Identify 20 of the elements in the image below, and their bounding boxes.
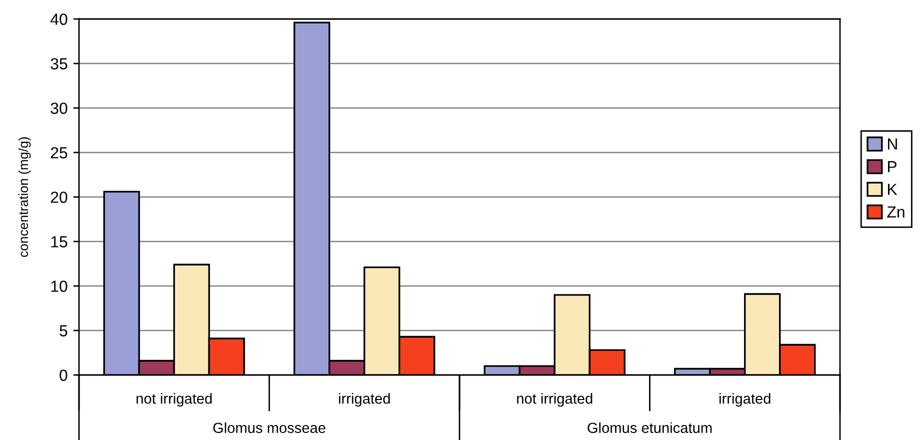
x-tick-label: not irrigated (517, 393, 592, 407)
x-tick-label: irrigated (339, 393, 390, 407)
y-tick-label: 15 (51, 236, 68, 248)
legend-label: K (888, 184, 898, 195)
y-tick-label: 35 (50, 58, 68, 70)
text: Glomus etunicatum (588, 422, 712, 434)
y-tick-label: 40 (50, 14, 68, 25)
y-tick-label: 25 (50, 147, 68, 158)
text: Glomus mosseae (213, 422, 326, 434)
x-tick-label: irrigated (720, 393, 770, 407)
legend-label: Zn (887, 206, 904, 218)
legend-label: P (888, 161, 896, 172)
y-tick-label: 5 (60, 325, 68, 336)
y-tick-label: 20 (50, 192, 68, 203)
y-tick-label: 10 (51, 280, 68, 292)
y-tick-label: 30 (50, 102, 68, 114)
y-axis-title: concentration (mg/g) (18, 137, 31, 257)
x-tick-label: not irrigated (136, 393, 212, 407)
legend-label: N (888, 138, 897, 150)
y-tick-label: 0 (60, 370, 68, 381)
